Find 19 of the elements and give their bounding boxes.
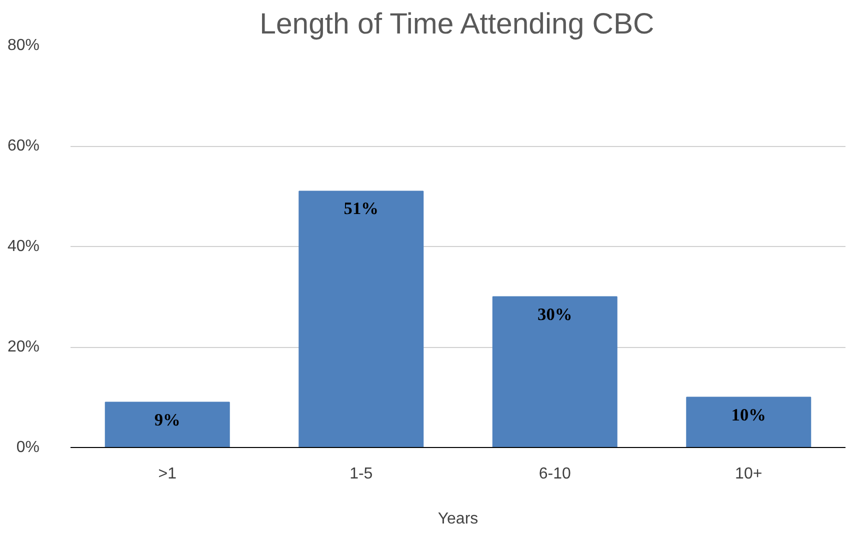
data-label: 9% xyxy=(154,410,180,430)
bar xyxy=(104,402,230,448)
y-tick-label: 40% xyxy=(7,238,40,255)
bar xyxy=(686,396,812,448)
x-tick-label: 6-10 xyxy=(538,466,571,482)
x-axis-title: Years xyxy=(438,510,478,528)
chart-title: Length of Time Attending CBC xyxy=(260,8,654,40)
x-tick-label: >1 xyxy=(158,466,177,482)
y-tick-label: 60% xyxy=(7,138,40,154)
bar xyxy=(492,296,618,448)
y-tick-label: 0% xyxy=(16,439,40,456)
x-tick-label: 1-5 xyxy=(350,466,373,482)
data-label: 51% xyxy=(344,199,378,218)
data-label: 10% xyxy=(731,405,766,424)
data-label: 30% xyxy=(538,304,572,324)
y-tick-label: 20% xyxy=(7,338,40,356)
y-tick-label: 80% xyxy=(7,37,40,54)
x-tick-label: 10+ xyxy=(735,466,762,482)
bar xyxy=(298,190,424,448)
